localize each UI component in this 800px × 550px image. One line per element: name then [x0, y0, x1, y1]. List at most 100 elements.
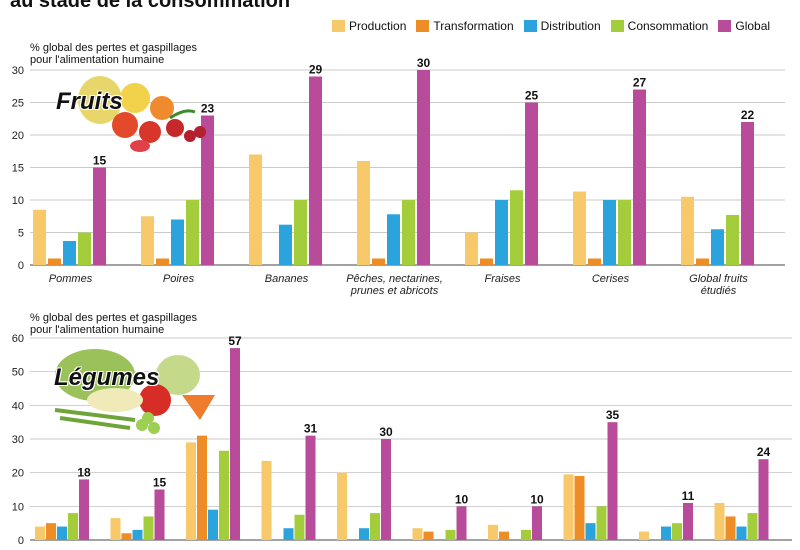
bar-distribution — [208, 509, 218, 540]
data-label: 15 — [153, 476, 167, 490]
category-label: Pommes — [49, 273, 93, 285]
bar-production — [337, 472, 347, 540]
chart-legend: Production Transformation Distribution C… — [332, 19, 770, 33]
y-tick-label: 10 — [12, 195, 24, 207]
y-tick-label: 0 — [18, 535, 24, 547]
bar-distribution — [171, 219, 184, 265]
data-label: 22 — [741, 108, 755, 122]
data-label: 23 — [201, 102, 215, 116]
y-tick-label: 30 — [12, 434, 24, 446]
bar-distribution — [132, 529, 143, 540]
bar-production — [35, 526, 45, 540]
y-axis-title-legumes: % global des pertes et gaspillages pour … — [30, 312, 197, 336]
bar-transformation — [48, 258, 61, 265]
bar-distribution — [585, 523, 596, 540]
legend-label: Transformation — [433, 19, 514, 33]
bar-global — [417, 70, 430, 265]
section-label-fruits: Fruits — [56, 88, 123, 115]
bar-consommation — [78, 232, 91, 265]
y-tick-label: 20 — [12, 468, 24, 480]
bar-production — [141, 216, 154, 265]
bar-production — [33, 209, 46, 265]
y-tick-label: 15 — [12, 163, 24, 175]
y-axis-title-fruits: % global des pertes et gaspillages pour … — [30, 42, 197, 66]
category-label: Cerises — [592, 273, 630, 285]
category-label: Poires — [163, 273, 195, 285]
bar-distribution — [63, 240, 76, 265]
legend-swatch — [718, 20, 732, 32]
legend-item-global: Global — [718, 19, 770, 33]
bar-transformation — [197, 435, 207, 540]
bar-global — [381, 439, 391, 540]
fruits-illustration — [78, 76, 206, 152]
category-label: Global fruits étudiés — [689, 273, 748, 297]
data-label: 27 — [633, 76, 647, 90]
data-label: 10 — [530, 492, 544, 506]
data-label: 18 — [77, 465, 91, 479]
legend-swatch — [523, 20, 537, 32]
legend-label: Consommation — [627, 19, 709, 33]
bar-production — [261, 460, 272, 540]
bar-distribution — [279, 224, 292, 265]
bar-global — [93, 167, 106, 265]
bar-transformation — [588, 258, 601, 265]
bar-global — [230, 348, 240, 540]
bar-consommation — [186, 200, 199, 265]
data-label: 30 — [417, 56, 431, 70]
bar-production — [412, 528, 423, 540]
bar-transformation — [725, 516, 736, 540]
legend-item-production: Production — [332, 19, 406, 33]
bar-production — [573, 191, 586, 265]
y-tick-label: 0 — [18, 260, 24, 272]
bar-distribution — [603, 200, 616, 265]
legend-label: Global — [735, 19, 771, 33]
data-label: 31 — [304, 422, 318, 436]
data-label: 35 — [606, 408, 620, 422]
y-tick-label: 20 — [12, 130, 24, 142]
bar-transformation — [372, 258, 385, 265]
bar-distribution — [283, 528, 294, 540]
bar-global — [201, 115, 214, 265]
bar-global — [154, 489, 165, 540]
category-label: Fraises — [484, 273, 521, 285]
bar-production — [714, 502, 725, 540]
bar-distribution — [387, 214, 400, 265]
bar-global — [532, 506, 542, 540]
legend-item-transformation: Transformation — [416, 19, 514, 33]
bar-consommation — [445, 529, 456, 540]
bar-distribution — [736, 526, 747, 540]
section-label-legumes: Légumes — [54, 364, 160, 391]
y-tick-label: 40 — [12, 400, 24, 412]
y-tick-label: 25 — [12, 98, 24, 110]
legend-swatch — [610, 20, 624, 32]
bar-consommation — [726, 214, 739, 265]
bar-consommation — [370, 513, 380, 540]
bar-consommation — [510, 190, 523, 265]
bar-consommation — [219, 450, 229, 540]
bar-production — [681, 196, 694, 265]
bar-transformation — [499, 531, 509, 540]
bar-distribution — [661, 526, 671, 540]
bar-global — [525, 102, 538, 265]
bar-production — [639, 531, 649, 540]
bar-production — [357, 161, 370, 265]
data-label: 11 — [682, 489, 695, 503]
bar-global — [741, 122, 754, 265]
bar-transformation — [696, 258, 709, 265]
bar-transformation — [480, 258, 493, 265]
bar-global — [305, 435, 316, 540]
bar-transformation — [156, 258, 169, 265]
bar-consommation — [618, 200, 631, 265]
data-label: 30 — [379, 425, 393, 439]
y-tick-label: 30 — [12, 65, 24, 77]
data-label: 25 — [525, 89, 539, 103]
bar-production — [465, 232, 478, 265]
bar-consommation — [747, 513, 758, 540]
bar-consommation — [402, 200, 415, 265]
page-title: au stade de la consommation — [10, 0, 291, 12]
bar-distribution — [359, 528, 369, 540]
data-label: 57 — [228, 334, 242, 348]
y-tick-label: 5 — [18, 228, 24, 240]
bar-global — [79, 479, 89, 540]
bar-production — [488, 524, 498, 540]
